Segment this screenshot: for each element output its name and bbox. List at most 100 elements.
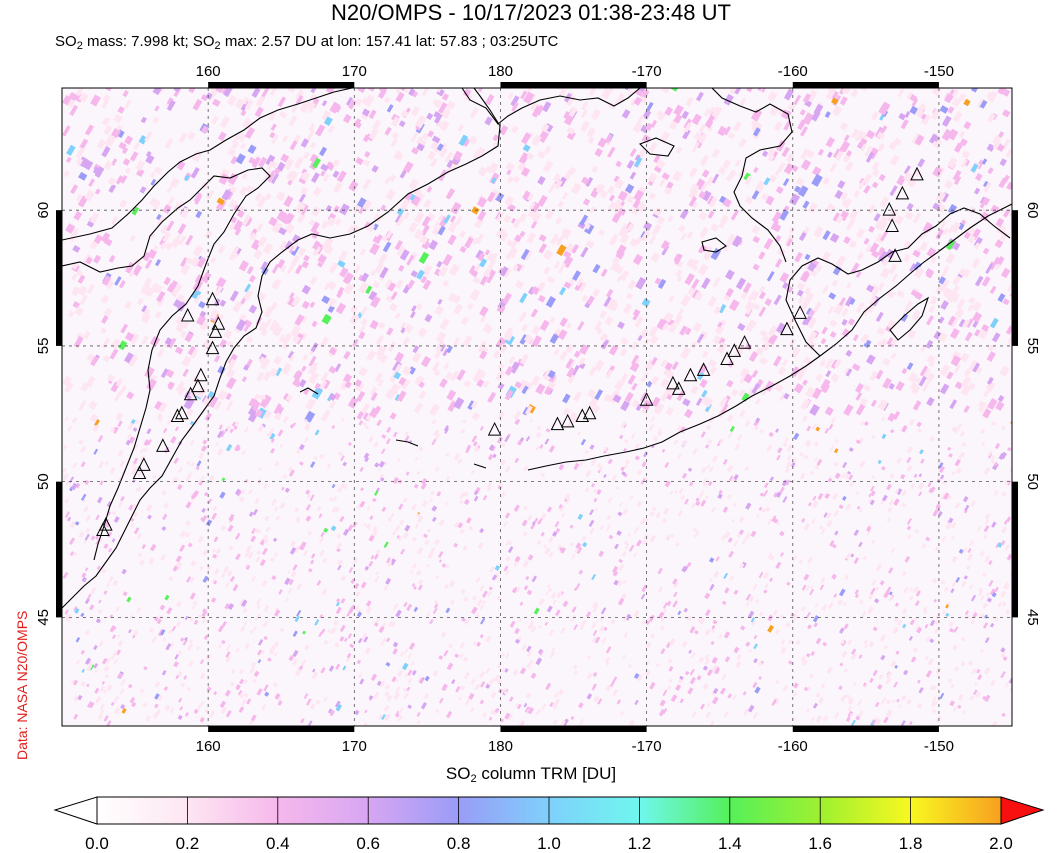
so2-pixel	[920, 113, 932, 126]
so2-pixel	[811, 423, 817, 430]
so2-pixel	[298, 443, 305, 451]
so2-pixel	[191, 289, 202, 300]
so2-pixel	[115, 649, 122, 656]
so2-pixel	[237, 689, 243, 696]
so2-pixel	[426, 112, 434, 120]
so2-pixel	[271, 134, 279, 145]
so2-pixel	[984, 614, 988, 619]
so2-pixel	[310, 342, 319, 353]
so2-pixel	[838, 504, 844, 510]
colorbar-tick-label: 0.2	[176, 834, 200, 853]
so2-pixel	[525, 335, 534, 345]
so2-pixel	[842, 461, 848, 469]
so2-pixel	[462, 138, 471, 147]
so2-pixel	[201, 609, 208, 618]
so2-pixel	[649, 511, 655, 517]
so2-pixel	[648, 424, 655, 431]
so2-pixel	[71, 417, 78, 424]
so2-pixel	[383, 713, 391, 722]
so2-pixel	[349, 643, 355, 649]
so2-pixel	[642, 538, 649, 546]
so2-pixel	[268, 112, 276, 121]
lon-tick-label: -150	[924, 63, 954, 80]
so2-pixel	[439, 697, 444, 704]
so2-pixel	[648, 325, 659, 338]
so2-pixel	[904, 211, 914, 221]
so2-pixel	[340, 455, 345, 462]
so2-pixel	[178, 235, 187, 246]
colorbar-title: SO2 column TRM [DU]	[445, 764, 617, 785]
so2-pixel	[322, 557, 328, 564]
so2-pixel	[618, 563, 625, 572]
so2-pixel	[724, 587, 730, 594]
so2-pixel	[785, 462, 791, 469]
so2-pixel	[896, 290, 905, 298]
so2-pixel	[308, 122, 316, 132]
so2-pixel	[418, 251, 430, 265]
so2-pixel	[997, 395, 1005, 402]
so2-pixel	[184, 711, 189, 717]
so2-pixel	[254, 192, 263, 202]
so2-pixel	[765, 506, 771, 513]
so2-pixel	[615, 160, 622, 168]
so2-pixel	[855, 130, 864, 142]
so2-pixel	[331, 483, 336, 489]
so2-pixel	[903, 165, 911, 175]
so2-pixel	[763, 589, 768, 594]
so2-pixel	[440, 631, 447, 638]
so2-pixel	[773, 491, 779, 498]
so2-pixel	[951, 581, 957, 588]
so2-pixel	[464, 618, 471, 626]
so2-pixel	[301, 365, 307, 372]
so2-pixel	[382, 637, 388, 643]
so2-pixel	[567, 359, 577, 370]
so2-pixel	[688, 166, 698, 178]
so2-pixel	[160, 224, 171, 235]
so2-pixel	[327, 305, 335, 314]
so2-pixel	[947, 128, 959, 141]
so2-pixel	[75, 193, 83, 202]
so2-pixel	[390, 138, 398, 148]
so2-pixel	[493, 674, 501, 682]
so2-pixel	[181, 355, 192, 367]
so2-pixel	[723, 711, 729, 718]
so2-pixel	[305, 515, 312, 522]
so2-pixel	[754, 686, 761, 694]
so2-pixel	[358, 206, 365, 215]
lat-tick-labels-right: 60 55 50 45	[1024, 202, 1041, 626]
so2-pixel	[604, 657, 610, 664]
so2-pixel	[589, 509, 594, 516]
so2-pixel	[808, 202, 818, 214]
so2-pixel	[893, 137, 902, 146]
so2-pixel	[463, 499, 470, 506]
so2-pixel	[472, 237, 479, 245]
so2-pixel	[623, 438, 629, 444]
so2-pixel	[968, 235, 976, 244]
so2-pixel	[745, 532, 751, 540]
so2-pixel	[684, 272, 695, 286]
so2-pixel	[385, 189, 396, 201]
lat-tick-label: 45	[35, 609, 52, 626]
so2-pixel	[389, 174, 397, 183]
so2-pixel	[784, 479, 791, 486]
so2-pixel	[649, 335, 659, 345]
so2-pixel	[488, 586, 493, 591]
so2-pixel	[592, 263, 601, 274]
so2-pixel	[176, 484, 183, 491]
so2-pixel	[800, 159, 812, 171]
so2-pixel	[769, 577, 774, 583]
so2-pixel	[96, 496, 103, 504]
so2-pixel	[117, 106, 125, 114]
so2-pixel	[285, 597, 290, 603]
so2-pixel	[309, 301, 316, 308]
so2-pixel	[219, 700, 227, 708]
so2-pixel	[399, 322, 407, 330]
so2-pixel	[643, 221, 653, 231]
so2-pixel	[354, 381, 365, 393]
so2-pixel	[591, 573, 597, 581]
so2-pixel	[616, 579, 623, 587]
so2-pixel	[352, 204, 360, 214]
so2-pixel	[906, 91, 915, 101]
so2-pixel	[554, 521, 560, 528]
so2-pixel	[938, 462, 944, 469]
